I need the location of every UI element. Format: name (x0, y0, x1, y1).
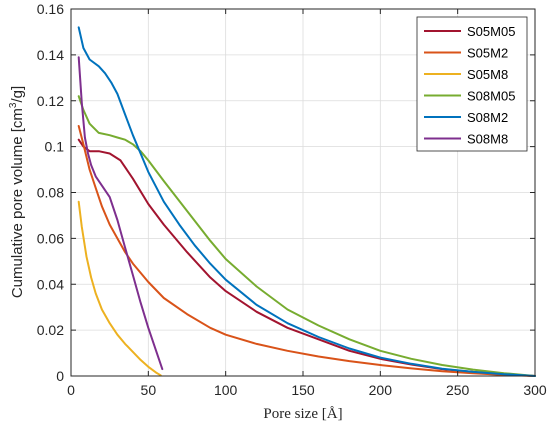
tick-labels: 0 50 100 150 200 250 300 0 0.02 0.04 0.06 0.08 0.1 0.… (37, 1, 547, 398)
x-tick-label: 300 (523, 382, 547, 398)
y-tick-label: 0.16 (37, 1, 64, 17)
axis-ticks (70, 8, 536, 377)
y-tick-label: 0.08 (37, 185, 64, 201)
y-axis-title-prefix: Cumulative pore volume [cm (9, 108, 26, 298)
y-tick-label: 0.02 (37, 322, 64, 338)
y-axis-title-superscript: 3 (8, 102, 19, 108)
y-tick-label: 0.14 (37, 47, 64, 63)
x-tick-label: 0 (67, 382, 75, 398)
x-tick-label: 50 (141, 382, 157, 398)
legend-label: S05M8 (467, 67, 508, 82)
legend-label: S05M2 (467, 46, 508, 61)
y-tick-label: 0.06 (37, 230, 64, 246)
legend-box (416, 16, 528, 152)
y-tick-label: 0 (56, 368, 64, 384)
x-tick-label: 250 (446, 382, 470, 398)
legend-label: S08M05 (467, 89, 515, 104)
y-axis-title-suffix: /g] (9, 86, 26, 103)
x-tick-label: 100 (214, 382, 238, 398)
y-axis-title: Cumulative pore volume [cm3/g] (8, 86, 26, 298)
y-tick-label: 0.04 (37, 276, 64, 292)
series-line-s05m2 (77, 125, 536, 377)
x-axis-title: Pore size [Å] (263, 406, 342, 422)
series-line-s08m2 (77, 26, 536, 377)
series-line-s08m05 (77, 95, 536, 377)
series-line-s08m8 (77, 56, 164, 371)
x-tick-label: 150 (291, 382, 315, 398)
y-tick-label: 0.1 (45, 139, 65, 155)
series-layer (77, 26, 536, 377)
legend: S05M05 S05M2 S05M8 S08M05 S08M2 S08M8 (416, 16, 528, 152)
legend-label: S08M8 (467, 132, 508, 147)
series-line-s05m8 (77, 200, 162, 377)
legend-label: S05M05 (467, 24, 515, 39)
legend-label: S08M2 (467, 110, 508, 125)
x-tick-label: 200 (369, 382, 393, 398)
y-tick-label: 0.12 (37, 93, 64, 109)
